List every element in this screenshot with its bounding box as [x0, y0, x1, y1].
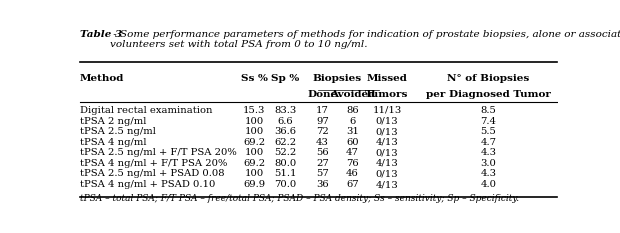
Text: Digital rectal examination: Digital rectal examination [80, 106, 213, 115]
Text: 100: 100 [245, 116, 264, 126]
Text: 6: 6 [349, 116, 355, 126]
Text: 6.6: 6.6 [277, 116, 293, 126]
Text: tPSA 2 ng/ml: tPSA 2 ng/ml [80, 116, 146, 126]
Text: 4.3: 4.3 [480, 148, 497, 157]
Text: 100: 100 [245, 127, 264, 136]
Text: 47: 47 [346, 148, 359, 157]
Text: 4.3: 4.3 [480, 169, 497, 178]
Text: 72: 72 [316, 127, 329, 136]
Text: 15.3: 15.3 [243, 106, 265, 115]
Text: Ss %: Ss % [241, 74, 268, 83]
Text: Tumors: Tumors [365, 90, 409, 99]
Text: 3.0: 3.0 [480, 159, 496, 168]
Text: 4.0: 4.0 [480, 180, 497, 189]
Text: Done: Done [308, 90, 338, 99]
Text: 0/13: 0/13 [376, 116, 398, 126]
Text: Method: Method [80, 74, 124, 83]
Text: 76: 76 [346, 159, 358, 168]
Text: 57: 57 [316, 169, 329, 178]
Text: 86: 86 [346, 106, 358, 115]
Text: 31: 31 [346, 127, 359, 136]
Text: tPSA 2.5 ng/ml + PSAD 0.08: tPSA 2.5 ng/ml + PSAD 0.08 [80, 169, 224, 178]
Text: 4.7: 4.7 [480, 138, 497, 147]
Text: tPSA 4 ng/ml + PSAD 0.10: tPSA 4 ng/ml + PSAD 0.10 [80, 180, 215, 189]
Text: 17: 17 [316, 106, 329, 115]
Text: 7.4: 7.4 [480, 116, 497, 126]
Text: 83.3: 83.3 [274, 106, 296, 115]
Text: tPSA – total PSA; F/T PSA – free/total PSA; PSAD – PSA density; Ss – sensitivity: tPSA – total PSA; F/T PSA – free/total P… [80, 194, 519, 203]
Text: tPSA 4 ng/ml + F/T PSA 20%: tPSA 4 ng/ml + F/T PSA 20% [80, 159, 228, 168]
Text: 100: 100 [245, 148, 264, 157]
Text: 27: 27 [316, 159, 329, 168]
Text: 46: 46 [346, 169, 359, 178]
Text: 4/13: 4/13 [376, 159, 398, 168]
Text: Table 3: Table 3 [80, 30, 122, 39]
Text: 69.9: 69.9 [243, 180, 265, 189]
Text: tPSA 2.5 ng/ml: tPSA 2.5 ng/ml [80, 127, 156, 136]
Text: 5.5: 5.5 [480, 127, 496, 136]
Text: Missed: Missed [366, 74, 407, 83]
Text: 0/13: 0/13 [376, 169, 398, 178]
Text: 52.2: 52.2 [274, 148, 296, 157]
Text: 60: 60 [346, 138, 358, 147]
Text: 11/13: 11/13 [373, 106, 402, 115]
Text: 62.2: 62.2 [274, 138, 296, 147]
Text: 67: 67 [346, 180, 358, 189]
Text: Biopsies: Biopsies [313, 74, 362, 83]
Text: 36.6: 36.6 [274, 127, 296, 136]
Text: 80.0: 80.0 [274, 159, 296, 168]
Text: 4/13: 4/13 [376, 138, 398, 147]
Text: 36: 36 [316, 180, 329, 189]
Text: tPSA 2.5 ng/ml + F/T PSA 20%: tPSA 2.5 ng/ml + F/T PSA 20% [80, 148, 237, 157]
Text: 4/13: 4/13 [376, 180, 398, 189]
Text: 0/13: 0/13 [376, 148, 398, 157]
Text: 100: 100 [245, 169, 264, 178]
Text: Sp %: Sp % [271, 74, 299, 83]
Text: Avoided: Avoided [330, 90, 375, 99]
Text: N° of Biopsies: N° of Biopsies [447, 74, 529, 83]
Text: 56: 56 [316, 148, 329, 157]
Text: 8.5: 8.5 [480, 106, 496, 115]
Text: tPSA 4 ng/ml: tPSA 4 ng/ml [80, 138, 146, 147]
Text: 70.0: 70.0 [274, 180, 296, 189]
Text: 69.2: 69.2 [243, 159, 265, 168]
Text: 97: 97 [316, 116, 329, 126]
Text: 0/13: 0/13 [376, 127, 398, 136]
Text: - Some performance parameters of methods for indication of prostate biopsies, al: - Some performance parameters of methods… [110, 30, 620, 49]
Text: 51.1: 51.1 [274, 169, 296, 178]
Text: per Diagnosed Tumor: per Diagnosed Tumor [426, 90, 551, 99]
Text: 43: 43 [316, 138, 329, 147]
Text: 69.2: 69.2 [243, 138, 265, 147]
